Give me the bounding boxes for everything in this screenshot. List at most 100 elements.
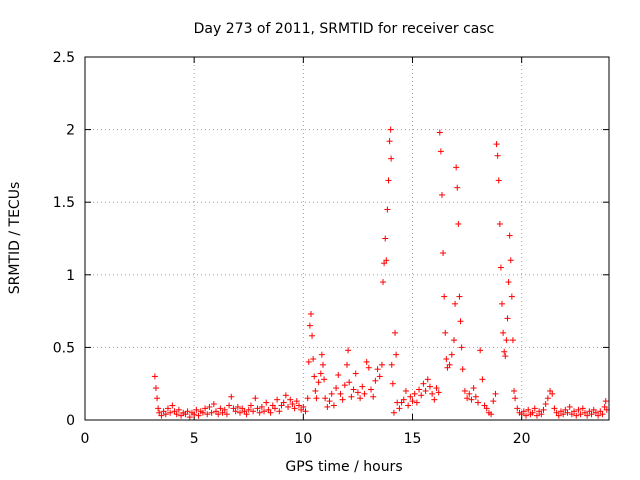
data-point — [454, 184, 461, 191]
data-point — [388, 361, 395, 368]
data-point — [315, 379, 322, 386]
data-point — [287, 396, 294, 403]
data-point — [204, 411, 211, 418]
data-point — [496, 220, 503, 227]
data-point — [446, 361, 453, 368]
data-point — [402, 387, 409, 394]
data-point — [431, 396, 438, 403]
data-point — [456, 293, 463, 300]
data-point — [493, 141, 500, 148]
data-point — [341, 382, 348, 389]
data-point — [154, 395, 161, 402]
data-point — [508, 293, 515, 300]
data-point — [533, 412, 540, 419]
data-point — [448, 351, 455, 358]
data-point — [575, 406, 582, 413]
data-point — [571, 408, 578, 415]
data-point — [540, 406, 547, 413]
data-point — [505, 279, 512, 286]
data-point — [464, 395, 471, 402]
data-point — [271, 405, 278, 412]
data-point — [436, 129, 443, 136]
data-point — [313, 395, 320, 402]
data-point — [300, 403, 307, 410]
data-point — [396, 405, 403, 412]
x-tick-label: 0 — [81, 431, 90, 447]
data-point — [503, 337, 510, 344]
data-point — [549, 390, 556, 397]
y-tick-label: 2.5 — [53, 50, 75, 66]
data-point — [312, 387, 319, 394]
data-point — [363, 358, 370, 365]
data-point — [348, 393, 355, 400]
data-point — [441, 293, 448, 300]
data-point — [354, 389, 361, 396]
data-point — [453, 164, 460, 171]
data-point — [389, 380, 396, 387]
data-point — [511, 387, 518, 394]
data-point — [602, 398, 609, 405]
data-point — [475, 399, 481, 406]
x-tick-label: 20 — [513, 431, 531, 447]
data-point — [234, 403, 241, 410]
data-point — [468, 396, 475, 403]
data-point — [193, 406, 200, 413]
data-point — [409, 398, 416, 405]
data-point — [387, 126, 394, 133]
grid-lines — [85, 57, 609, 420]
data-point — [502, 353, 509, 360]
data-point — [245, 406, 252, 413]
data-point — [523, 412, 530, 419]
data-point — [400, 396, 407, 403]
data-point — [202, 405, 209, 412]
data-point — [228, 393, 235, 400]
data-point — [311, 373, 318, 380]
data-point — [243, 411, 250, 418]
data-point — [472, 393, 479, 400]
data-point — [167, 409, 174, 416]
data-point — [258, 403, 265, 410]
y-tick-label: 2 — [66, 123, 75, 139]
data-point — [458, 344, 465, 351]
y-tick-labels: 0 0.5 1 1.5 2 2.5 — [53, 50, 75, 429]
data-point — [274, 396, 281, 403]
data-point — [370, 393, 377, 400]
data-point — [512, 395, 519, 402]
data-point — [384, 206, 391, 213]
data-point — [461, 387, 468, 394]
data-series-srmtid — [151, 126, 610, 421]
data-point — [232, 408, 239, 415]
data-point — [223, 411, 230, 418]
data-point — [263, 399, 270, 406]
data-point — [514, 405, 521, 412]
y-tick-label: 1.5 — [53, 195, 75, 211]
data-point — [538, 411, 545, 418]
data-point — [405, 402, 412, 409]
data-point — [151, 373, 158, 380]
data-point — [191, 411, 198, 418]
data-point — [333, 385, 340, 392]
data-point — [488, 411, 495, 418]
data-point — [455, 220, 462, 227]
data-point — [506, 232, 513, 239]
data-point — [500, 329, 507, 336]
data-point — [392, 329, 399, 336]
data-point — [588, 411, 595, 418]
data-point — [256, 409, 263, 416]
data-point — [345, 347, 352, 354]
data-point — [254, 405, 261, 412]
data-point — [357, 395, 364, 402]
data-point — [433, 385, 440, 392]
data-point — [307, 311, 314, 318]
data-point — [380, 279, 387, 286]
data-point — [388, 155, 395, 162]
data-point — [252, 395, 259, 402]
data-point — [520, 408, 527, 415]
data-point — [306, 322, 313, 329]
chart-title: Day 273 of 2011, SRMTID for receiver cas… — [194, 21, 495, 37]
data-point — [346, 379, 353, 386]
data-point — [509, 337, 516, 344]
data-point — [305, 358, 312, 365]
data-point — [285, 403, 292, 410]
data-point — [322, 395, 329, 402]
